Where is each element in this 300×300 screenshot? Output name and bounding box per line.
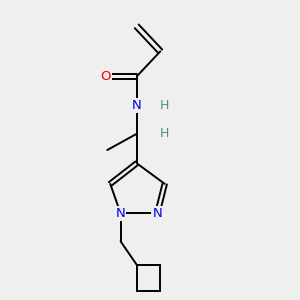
Text: H: H xyxy=(160,127,169,140)
Text: O: O xyxy=(100,70,111,83)
Text: H: H xyxy=(160,99,169,112)
Text: N: N xyxy=(152,207,162,220)
Text: N: N xyxy=(132,99,142,112)
Text: N: N xyxy=(116,207,125,220)
